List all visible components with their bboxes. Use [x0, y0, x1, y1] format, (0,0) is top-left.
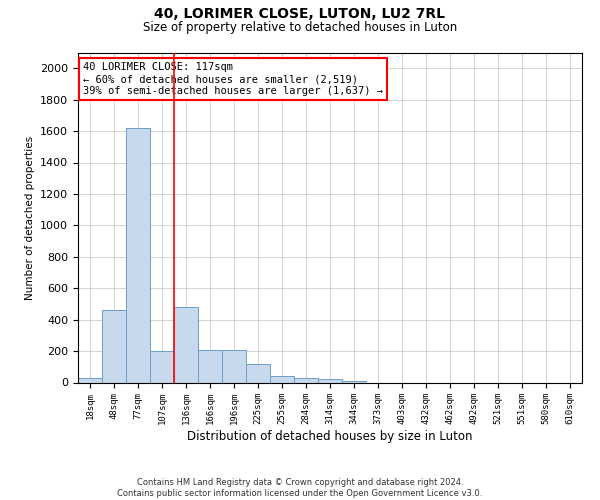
Bar: [318, 380, 342, 382]
Text: Size of property relative to detached houses in Luton: Size of property relative to detached ho…: [143, 21, 457, 34]
Bar: [342, 381, 366, 382]
Bar: [246, 364, 270, 382]
Bar: [222, 350, 246, 382]
Y-axis label: Number of detached properties: Number of detached properties: [25, 136, 35, 300]
Text: Contains HM Land Registry data © Crown copyright and database right 2024.
Contai: Contains HM Land Registry data © Crown c…: [118, 478, 482, 498]
Text: 40 LORIMER CLOSE: 117sqm
← 60% of detached houses are smaller (2,519)
39% of sem: 40 LORIMER CLOSE: 117sqm ← 60% of detach…: [83, 62, 383, 96]
Bar: [126, 128, 150, 382]
Bar: [294, 378, 318, 382]
Bar: [270, 376, 294, 382]
Bar: [78, 378, 102, 382]
Bar: [174, 307, 198, 382]
Bar: [102, 310, 126, 382]
Bar: [150, 351, 174, 382]
X-axis label: Distribution of detached houses by size in Luton: Distribution of detached houses by size …: [187, 430, 473, 443]
Text: 40, LORIMER CLOSE, LUTON, LU2 7RL: 40, LORIMER CLOSE, LUTON, LU2 7RL: [155, 8, 445, 22]
Bar: [198, 350, 222, 382]
